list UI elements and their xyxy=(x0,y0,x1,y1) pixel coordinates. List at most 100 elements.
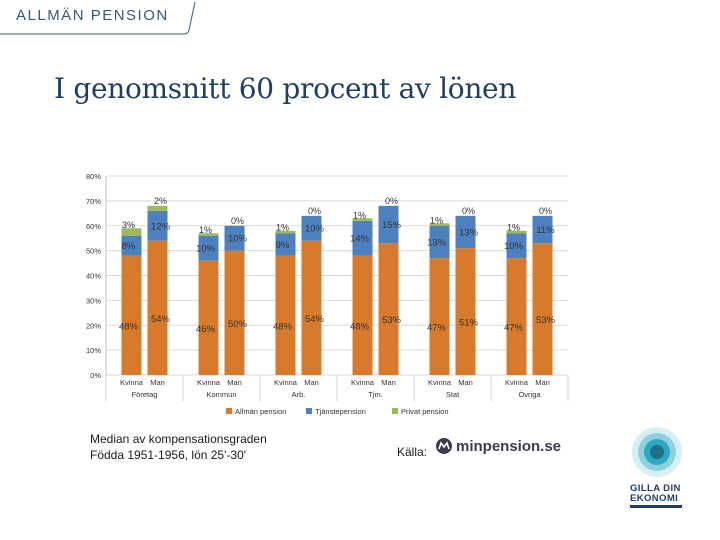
x-tick-label: Kvinna xyxy=(197,378,221,387)
data-label-tjanste: 12% xyxy=(151,221,171,232)
data-label-privat: 0% xyxy=(385,196,398,206)
data-label-privat: 0% xyxy=(539,206,552,216)
bar-segment xyxy=(275,230,296,234)
x-group-label: Företag xyxy=(132,390,158,399)
bar-segment xyxy=(378,243,399,375)
y-tick-label: 60% xyxy=(86,222,101,231)
bar-segment xyxy=(224,250,245,375)
data-label-privat: 1% xyxy=(276,223,289,233)
y-tick-label: 50% xyxy=(86,247,101,256)
bar-segment xyxy=(301,240,322,375)
data-label-tjanste: 10% xyxy=(196,244,216,255)
bar-segment xyxy=(275,233,296,256)
bar-segment xyxy=(352,220,373,256)
page-title: I genomsnitt 60 procent av lönen xyxy=(54,72,517,105)
bar-segment xyxy=(455,215,476,249)
footnote: Median av kompensationsgraden Födda 1951… xyxy=(90,431,267,463)
minpension-logo-text: minpension.se xyxy=(456,437,562,455)
data-label-privat: 1% xyxy=(507,223,520,233)
bar-segment xyxy=(147,240,168,375)
footnote-line-1: Median av kompensationsgraden xyxy=(90,432,267,446)
legend-label: Tjänstepension xyxy=(315,407,366,416)
data-label-privat: 3% xyxy=(122,220,135,230)
x-tick-label: Man xyxy=(381,378,396,387)
data-label-tjanste: 10% xyxy=(305,224,325,235)
bar-segment xyxy=(506,258,527,375)
legend-swatch xyxy=(392,408,398,414)
bar-segment xyxy=(301,215,322,241)
data-label-privat: 1% xyxy=(353,210,366,220)
x-group-label: Övriga xyxy=(518,390,541,399)
bar-segment xyxy=(506,233,527,259)
stacked-bar-chart: 0% 10% 20% 30% 40% 50% 60% 70% 80% 48% 8% 3% Kvinna 5… xyxy=(86,172,569,416)
data-label-allman: 51% xyxy=(459,318,479,329)
data-label-privat: 0% xyxy=(231,216,244,226)
x-tick-label: Man xyxy=(150,378,165,387)
bar-segment xyxy=(455,248,476,375)
brand-underline xyxy=(630,505,682,508)
bar-segment xyxy=(429,258,450,375)
x-tick-label: Kvinna xyxy=(505,378,529,387)
x-group-label: Tjm. xyxy=(368,390,383,399)
data-label-privat: 0% xyxy=(308,206,321,216)
data-label-tjanste: 14% xyxy=(350,234,370,245)
bar-segment xyxy=(429,225,450,259)
y-tick-label: 80% xyxy=(86,172,101,181)
bar-segment xyxy=(506,230,527,234)
data-label-allman: 47% xyxy=(504,323,524,334)
data-label-privat: 2% xyxy=(154,196,167,206)
data-label-allman: 48% xyxy=(350,321,370,332)
legend-swatch xyxy=(226,408,232,414)
y-tick-label: 0% xyxy=(90,371,101,380)
bar-segment xyxy=(532,215,553,244)
bar-segment xyxy=(121,235,142,256)
data-label-allman: 54% xyxy=(151,314,171,325)
y-tick-label: 40% xyxy=(86,272,101,281)
data-label-tjanste: 10% xyxy=(504,241,524,252)
bar-segment xyxy=(224,225,245,251)
data-label-privat: 1% xyxy=(199,225,212,235)
data-label-tjanste: 10% xyxy=(228,234,248,245)
x-tick-label: Kvinna xyxy=(274,378,298,387)
brand-line-2: EKONOMI xyxy=(630,493,679,504)
data-label-allman: 54% xyxy=(305,314,325,325)
x-tick-label: Kvinna xyxy=(428,378,452,387)
x-tick-label: Man xyxy=(535,378,550,387)
x-tick-label: Kvinna xyxy=(120,378,144,387)
target-rings-icon xyxy=(632,427,682,477)
source-label: Källa: xyxy=(397,445,428,459)
data-label-tjanste: 13% xyxy=(427,237,447,248)
bar-segment xyxy=(275,255,296,375)
data-label-tjanste: 11% xyxy=(536,225,555,236)
data-label-privat: 0% xyxy=(462,206,475,216)
bar-segment xyxy=(121,228,142,236)
data-label-tjanste: 15% xyxy=(382,220,402,231)
footnote-line-2: Födda 1951-1956, lön 25'-30' xyxy=(90,448,247,462)
minpension-logo[interactable]: minpension.se xyxy=(434,437,561,455)
bar-segment xyxy=(121,255,142,375)
y-tick-label: 10% xyxy=(86,346,101,355)
x-group-label: Stat xyxy=(446,390,460,399)
data-label-allman: 53% xyxy=(536,315,556,326)
legend-label: Privat pension xyxy=(401,407,449,416)
bar-segment xyxy=(198,233,219,236)
minpension-icon xyxy=(436,438,452,454)
x-tick-label: Man xyxy=(458,378,473,387)
data-label-tjanste: 9% xyxy=(276,240,290,251)
x-group-label: Kommun xyxy=(206,390,236,399)
legend-label: Allmän pension xyxy=(235,407,286,416)
data-label-allman: 48% xyxy=(119,321,139,332)
x-tick-label: Kvinna xyxy=(351,378,375,387)
data-label-allman: 48% xyxy=(273,321,293,332)
header-divider xyxy=(0,1,196,35)
bar-segment xyxy=(147,205,168,211)
x-tick-label: Man xyxy=(227,378,242,387)
bar-segment xyxy=(378,205,399,244)
bar-segment xyxy=(352,255,373,375)
y-tick-label: 30% xyxy=(86,296,101,305)
bar-segment xyxy=(147,210,168,241)
data-label-allman: 47% xyxy=(427,323,447,334)
data-label-tjanste: 8% xyxy=(122,241,136,252)
gilla-din-ekonomi-logo: GILLA DIN EKONOMI xyxy=(630,425,692,508)
header-section-label: ALLMÄN PENSION xyxy=(16,7,169,24)
